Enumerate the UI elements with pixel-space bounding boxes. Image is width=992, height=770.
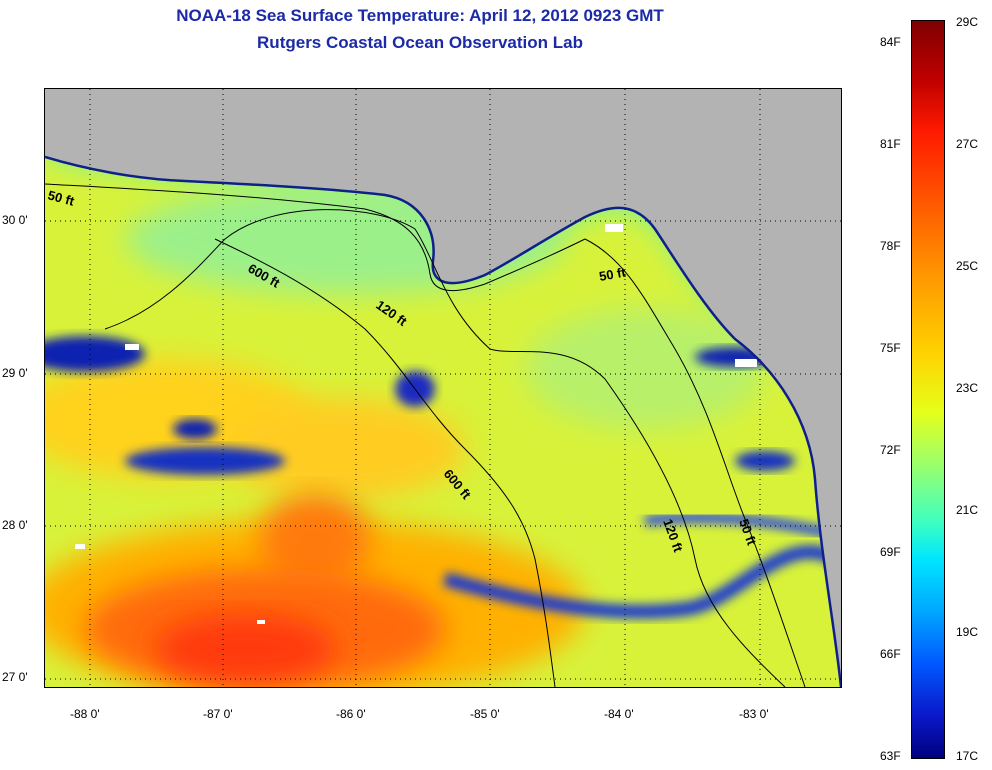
map-subtitle: Rutgers Coastal Ocean Observation Lab [257,33,583,52]
lat-label-30: 30 0' [2,213,28,227]
sst-map[interactable]: 50 ft 50 ft 120 ft 600 ft 600 ft 120 ft … [44,88,842,688]
colorbar-f-63: 63F [880,749,901,763]
sst-map-canvas: 50 ft 50 ft 120 ft 600 ft 600 ft 120 ft … [45,89,841,687]
lon-label-85: -85 0' [470,707,500,721]
colorbar-f-78: 78F [880,239,901,253]
colorbar-c-17: 17C [956,749,979,763]
colorbar-c-29: 29C [956,15,979,29]
colorbar-c-19: 19C [956,625,979,639]
map-title: NOAA-18 Sea Surface Temperature: April 1… [176,6,664,25]
lon-label-84: -84 0' [604,707,634,721]
colorbar-f-66: 66F [880,647,901,661]
lon-label-83: -83 0' [739,707,769,721]
lon-label-87: -87 0' [203,707,233,721]
colorbar-c-25: 25C [956,259,979,273]
colorbar-f-81: 81F [880,137,901,151]
lon-label-88: -88 0' [70,707,100,721]
lat-label-28: 28 0' [2,518,28,532]
colorbar-f-72: 72F [880,443,901,457]
colorbar-c-21: 21C [956,503,979,517]
colorbar-c-27: 27C [956,137,979,151]
contour-label-50ft-west: 50 ft [46,187,76,209]
depth-contours [45,183,806,687]
lat-label-29: 29 0' [2,366,28,380]
colorbar-f-69: 69F [880,545,901,559]
colorbar-c-23: 23C [956,381,979,395]
lon-label-86: -86 0' [336,707,366,721]
colorbar-f-84: 84F [880,35,901,49]
lat-label-27: 27 0' [2,670,28,684]
colorbar-f-75: 75F [880,341,901,355]
contour-label-50ft-east: 50 ft [598,264,628,284]
temperature-colorbar [911,20,945,759]
coastline [45,155,841,687]
